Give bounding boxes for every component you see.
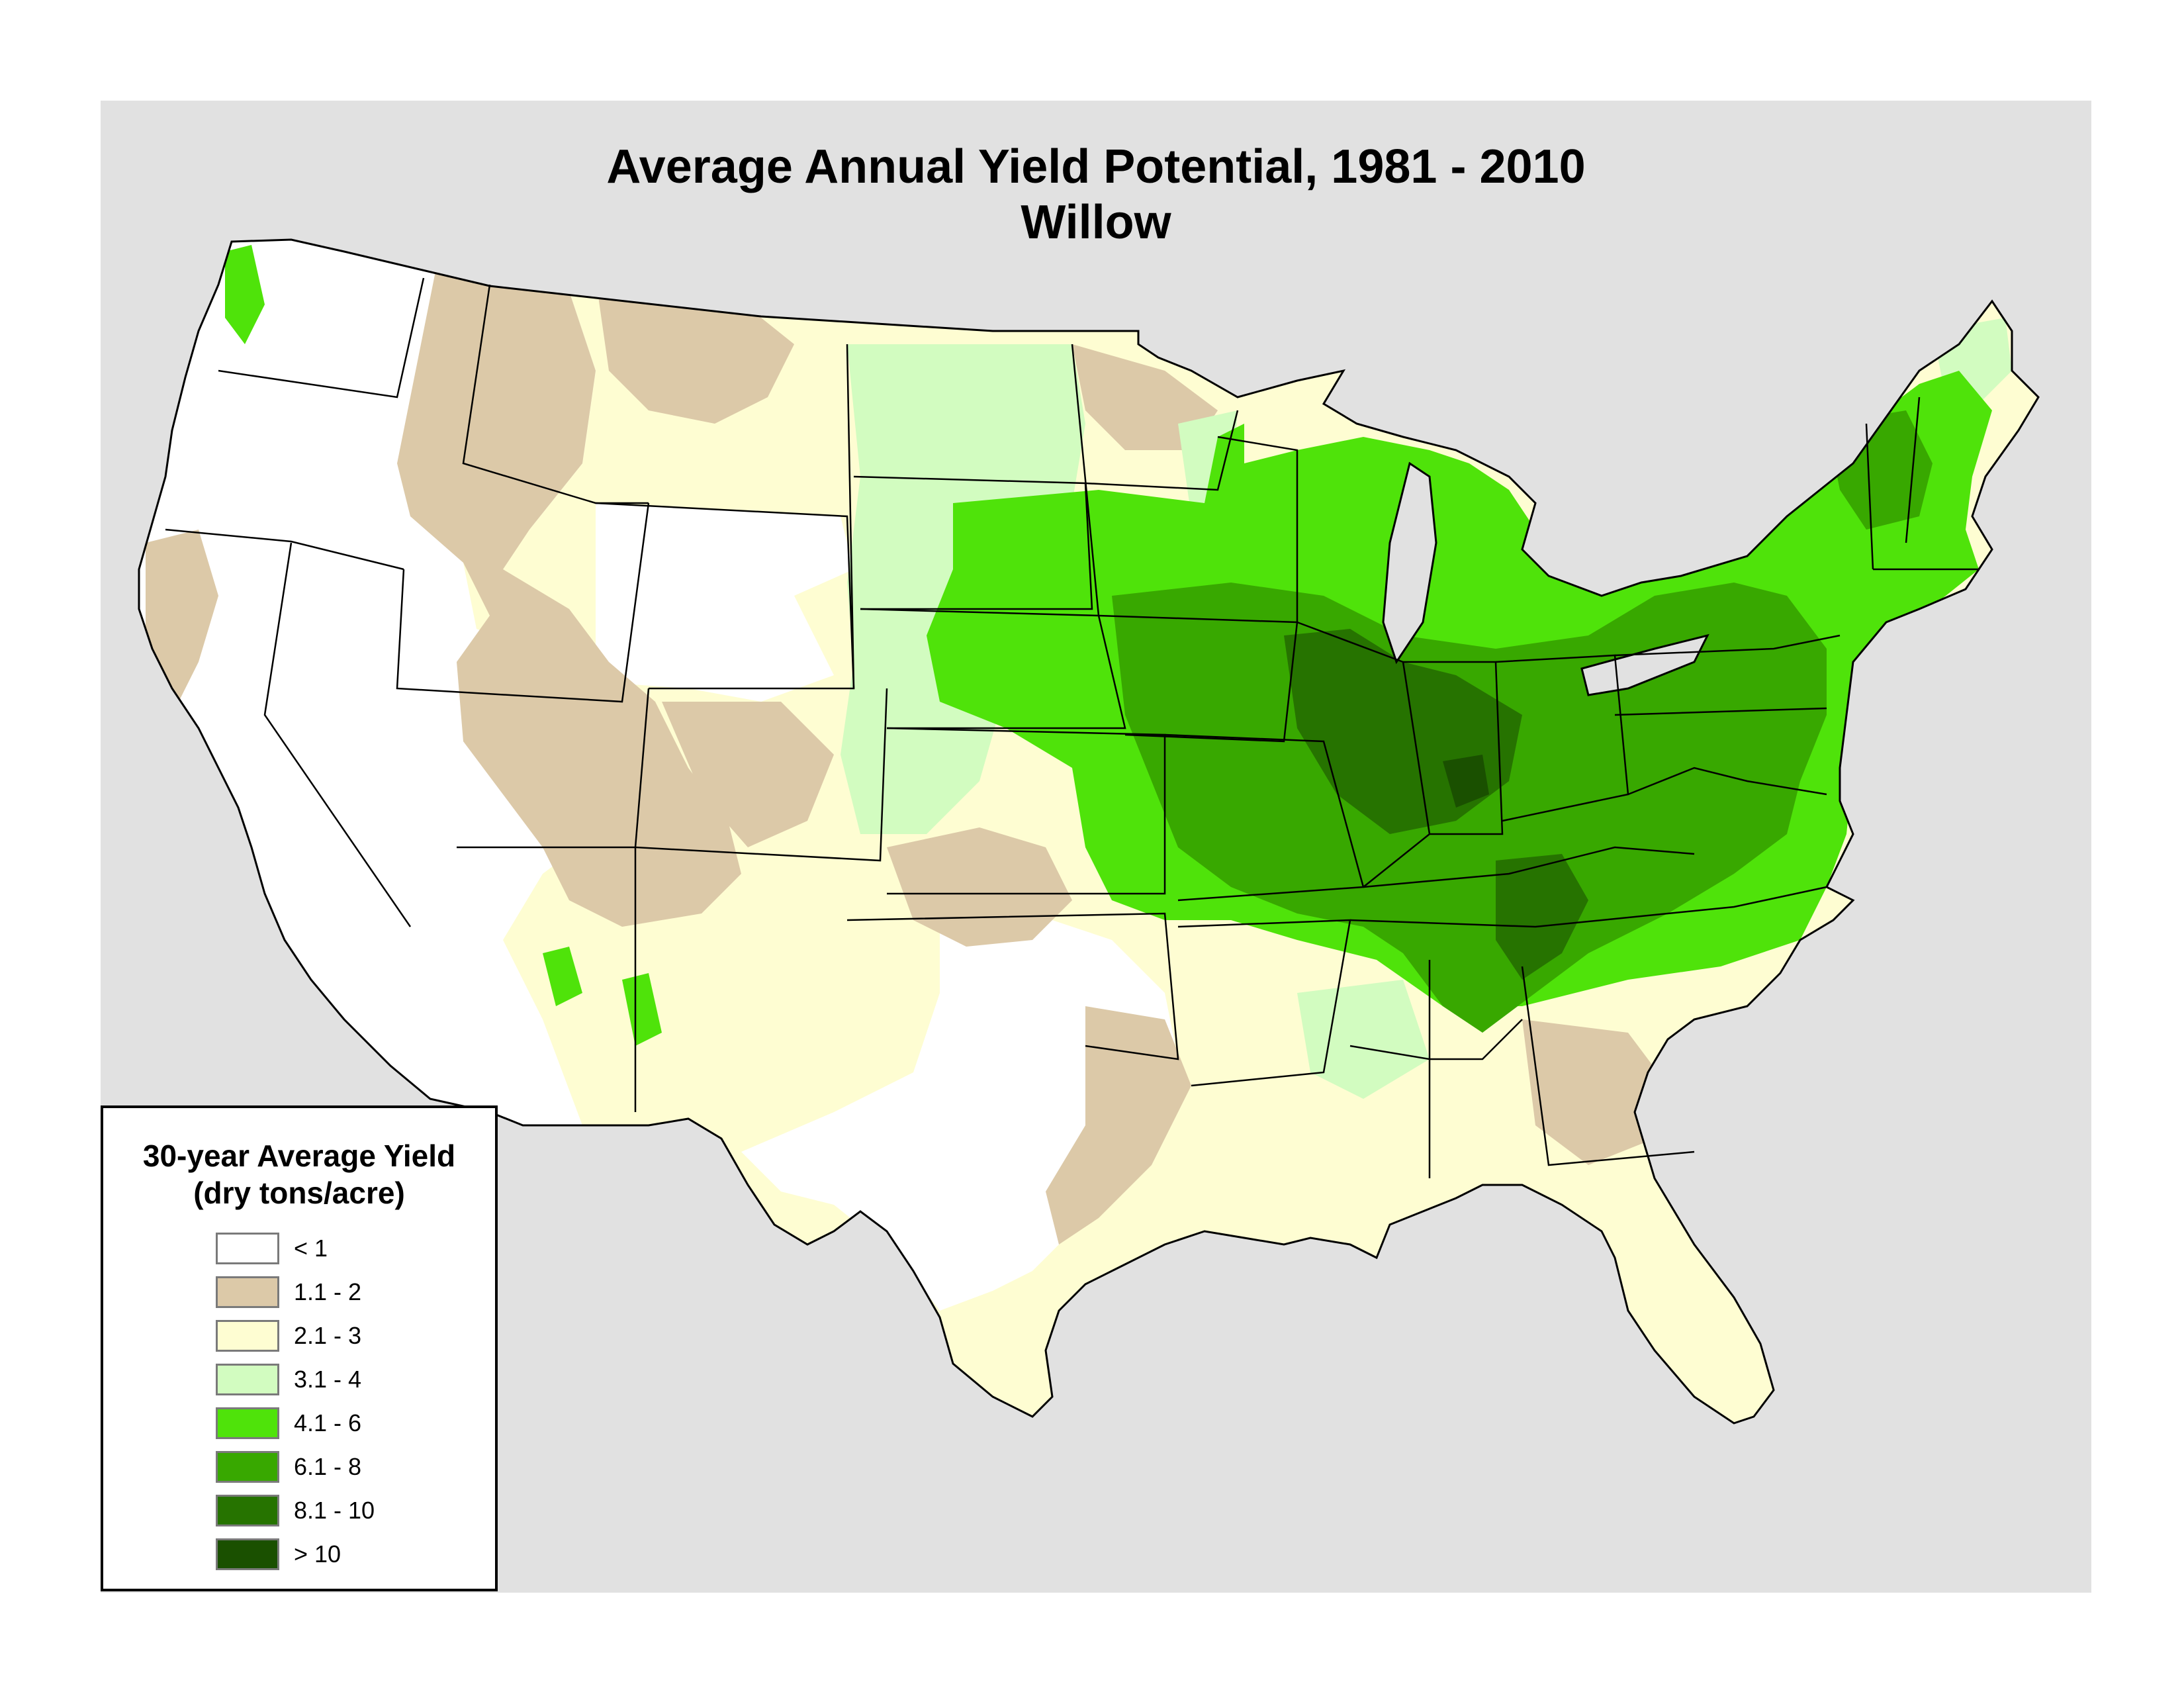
boundary-ky-tn <box>1363 846 1695 888</box>
legend-label: 6.1 - 8 <box>294 1453 362 1480</box>
legend-swatch <box>216 1495 279 1526</box>
boundary-wi <box>1217 436 1298 622</box>
legend-label: 3.1 - 4 <box>294 1366 362 1393</box>
boundary-colorado <box>634 688 888 862</box>
boundary-mt-dakotas <box>846 344 855 689</box>
legend-swatch <box>216 1364 279 1395</box>
zone-wyoming-lt1 <box>596 503 854 702</box>
legend-swatch <box>216 1451 279 1483</box>
zone-az-4-6 <box>543 947 582 1006</box>
boundary-ca-nv <box>263 542 412 927</box>
map-legend: 30-year Average Yield (dry tons/acre) < … <box>101 1105 498 1591</box>
boundary-ks <box>886 727 1166 895</box>
boundary-ar <box>1177 919 1351 1087</box>
map-title-line2: Willow <box>1021 196 1171 249</box>
legend-swatch <box>216 1538 279 1570</box>
legend-title-line2: (dry tons/acre) <box>193 1176 405 1210</box>
zone-etexas-1-2 <box>1046 1006 1191 1244</box>
boundary-va <box>1627 767 1827 796</box>
boundary-ms-al <box>1349 1019 1523 1060</box>
legend-swatch <box>216 1407 279 1439</box>
zone-south-3-4 <box>1297 980 1430 1099</box>
legend-label: 2.1 - 3 <box>294 1322 362 1349</box>
zone-az2-4-6 <box>622 973 662 1046</box>
boundary-tn-south <box>1349 886 1827 928</box>
legend-label: 4.1 - 6 <box>294 1409 362 1436</box>
legend-label: > 10 <box>294 1540 341 1568</box>
boundary-idaho <box>462 284 649 504</box>
zone-georgia-1-2 <box>1522 1019 1668 1165</box>
legend-swatch <box>216 1320 279 1352</box>
boundary-al-ga <box>1521 966 1695 1166</box>
boundary-in <box>1403 661 1504 835</box>
boundary-pa-md <box>1614 707 1827 716</box>
legend-label: 8.1 - 10 <box>294 1497 375 1524</box>
boundary-nv-ut <box>396 502 650 703</box>
zone-core-gt10 <box>1443 755 1489 808</box>
boundary-or-ca <box>165 528 404 571</box>
legend-title: 30-year Average Yield (dry tons/acre) <box>103 1137 495 1211</box>
legend-label: < 1 <box>294 1235 328 1262</box>
lake-michigan <box>1382 461 1437 665</box>
map-title-line1: Average Annual Yield Potential, 1981 - 2… <box>606 140 1586 193</box>
zone-wa-4-6 <box>225 245 265 344</box>
boundary-new-england <box>1865 397 1979 571</box>
boundary-ok <box>846 912 1179 1060</box>
legend-swatch <box>216 1233 279 1264</box>
zone-tn-8-10 <box>1496 854 1588 980</box>
legend-label: 1.1 - 2 <box>294 1278 362 1305</box>
lake-erie <box>1580 633 1709 696</box>
zone-ca-coast-1-2 <box>146 530 218 715</box>
boundary-ia <box>1098 614 1298 743</box>
boundary-nd-mn <box>1071 344 1100 616</box>
boundary-wyoming <box>595 502 855 690</box>
map-title: Average Annual Yield Potential, 1981 - 2… <box>101 139 2091 250</box>
zone-mountain-1-2 <box>397 265 741 927</box>
legend-swatch <box>216 1276 279 1308</box>
legend-title-line1: 30-year Average Yield <box>142 1139 456 1173</box>
boundary-mn-ia <box>1085 410 1239 491</box>
boundary-wa-or <box>218 277 425 399</box>
boundary-ne <box>860 608 1126 729</box>
boundary-pa-ny <box>1614 634 1841 657</box>
state-boundaries <box>165 277 1979 1178</box>
boundary-il <box>1297 621 1431 888</box>
boundary-az-nm <box>457 846 637 1112</box>
boundary-mo <box>1164 733 1365 902</box>
zone-colorado-1-2 <box>662 702 834 847</box>
boundary-oh <box>1495 654 1629 822</box>
boundary-sd <box>853 475 1093 610</box>
